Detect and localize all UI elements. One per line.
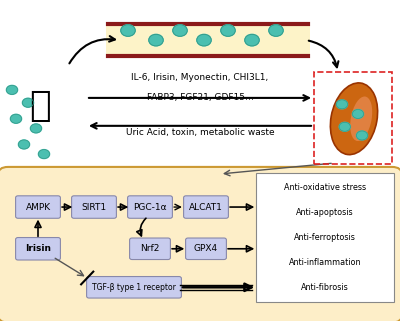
Text: Uric Acid, toxin, metabolic waste: Uric Acid, toxin, metabolic waste xyxy=(126,128,274,137)
FancyBboxPatch shape xyxy=(106,22,310,58)
Circle shape xyxy=(269,25,283,36)
Circle shape xyxy=(10,114,22,123)
Circle shape xyxy=(18,140,30,149)
Circle shape xyxy=(22,98,34,107)
Circle shape xyxy=(356,131,368,140)
FancyBboxPatch shape xyxy=(0,167,400,321)
Circle shape xyxy=(121,25,135,36)
Circle shape xyxy=(38,150,50,159)
Text: TGF-β type 1 receptor: TGF-β type 1 receptor xyxy=(92,283,176,292)
Circle shape xyxy=(245,34,259,46)
Text: Anti-inflammation: Anti-inflammation xyxy=(289,258,361,267)
Ellipse shape xyxy=(330,83,378,155)
FancyBboxPatch shape xyxy=(256,173,394,302)
Circle shape xyxy=(6,85,18,94)
Text: SIRT1: SIRT1 xyxy=(82,203,106,212)
Text: GPX4: GPX4 xyxy=(194,244,218,253)
Text: AMPK: AMPK xyxy=(26,203,50,212)
Circle shape xyxy=(352,109,364,118)
Text: Irisin: Irisin xyxy=(25,244,51,253)
FancyBboxPatch shape xyxy=(72,196,116,218)
Text: ALCAT1: ALCAT1 xyxy=(189,203,223,212)
Circle shape xyxy=(149,34,163,46)
Circle shape xyxy=(173,25,187,36)
Text: Nrf2: Nrf2 xyxy=(140,244,160,253)
Circle shape xyxy=(30,124,42,133)
FancyBboxPatch shape xyxy=(16,238,60,260)
FancyBboxPatch shape xyxy=(16,196,60,218)
FancyBboxPatch shape xyxy=(87,276,182,298)
FancyBboxPatch shape xyxy=(186,238,226,259)
Text: FABP3, FGF21, GDF15…: FABP3, FGF21, GDF15… xyxy=(146,93,254,102)
Ellipse shape xyxy=(350,97,372,141)
FancyBboxPatch shape xyxy=(130,238,170,259)
FancyBboxPatch shape xyxy=(184,196,228,218)
Text: PGC-1α: PGC-1α xyxy=(133,203,167,212)
Text: Anti-apoptosis: Anti-apoptosis xyxy=(296,208,354,217)
Circle shape xyxy=(221,25,235,36)
Text: Anti-oxidative stress: Anti-oxidative stress xyxy=(284,183,366,192)
Text: 💪: 💪 xyxy=(29,89,51,123)
Circle shape xyxy=(339,122,350,131)
Circle shape xyxy=(336,100,348,109)
Text: IL-6, Irisin, Myonectin, CHI3L1,: IL-6, Irisin, Myonectin, CHI3L1, xyxy=(131,73,269,82)
Circle shape xyxy=(197,34,211,46)
Text: Anti-fibrosis: Anti-fibrosis xyxy=(301,283,349,292)
Text: Anti-ferroptosis: Anti-ferroptosis xyxy=(294,233,356,242)
FancyBboxPatch shape xyxy=(128,196,172,218)
